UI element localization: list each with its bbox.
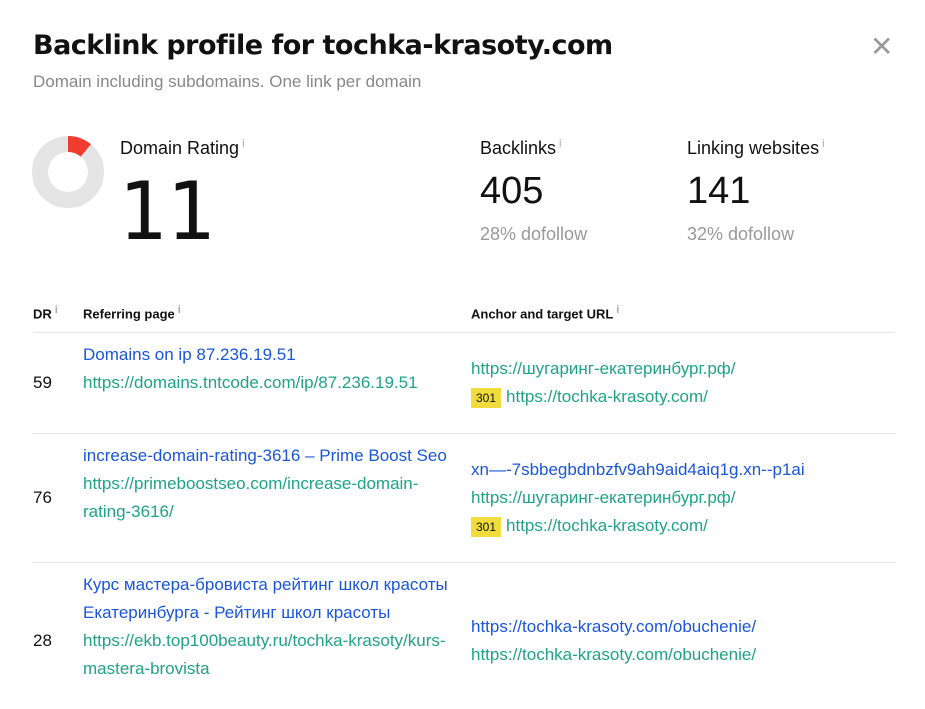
info-icon[interactable]: i: [822, 138, 825, 150]
dialog-title: Backlink profile for tochka-krasoty.com: [33, 30, 613, 61]
referring-page: increase-domain-rating-3616 – Prime Boos…: [83, 442, 463, 526]
referring-page: Курс мастера-бровиста рейтинг школ красо…: [83, 571, 453, 683]
header-anchor[interactable]: Anchor and target URL i: [471, 304, 620, 322]
redirect-badge: 301: [471, 387, 502, 408]
referring-url-link[interactable]: https://primeboostseo.com/increase-domai…: [83, 474, 419, 521]
anchor-url-link[interactable]: https://шугаринг-екатеринбург.рф/: [471, 359, 736, 378]
anchor-url-link[interactable]: https://tochka-krasoty.com/obuchenie/: [471, 645, 757, 664]
close-icon[interactable]: ✕: [870, 31, 894, 62]
domain-rating-label: Domain Rating i: [120, 138, 245, 158]
info-icon[interactable]: i: [559, 138, 562, 150]
backlinks-value: 405: [480, 170, 544, 212]
anchor-cell: xn—-7sbbegbdnbzfv9ah9aid4aiq1g.xn--p1ai …: [471, 456, 805, 540]
domain-rating-value: 11: [118, 165, 215, 258]
domain-rating-arc: [32, 136, 104, 208]
divider: [33, 433, 895, 434]
anchor-url-link[interactable]: https://шугаринг-екатеринбург.рф/: [471, 488, 736, 507]
linking-websites-value: 141: [687, 170, 751, 212]
referring-page: Domains on ip 87.236.19.51 https://domai…: [83, 341, 458, 397]
referring-title-link[interactable]: increase-domain-rating-3616 – Prime Boos…: [83, 446, 447, 465]
referring-title-link[interactable]: Domains on ip 87.236.19.51: [83, 345, 296, 364]
dr-value: 59: [33, 373, 52, 392]
target-url-link[interactable]: https://tochka-krasoty.com/: [506, 387, 708, 406]
anchor-text-link[interactable]: https://tochka-krasoty.com/obuchenie/: [471, 617, 757, 636]
header-referring-page[interactable]: Referring page i: [83, 304, 181, 322]
dr-value: 28: [33, 631, 52, 650]
anchor-text-link[interactable]: xn—-7sbbegbdnbzfv9ah9aid4aiq1g.xn--p1ai: [471, 460, 805, 479]
target-url-link[interactable]: https://tochka-krasoty.com/: [506, 516, 708, 535]
anchor-cell: https://tochka-krasoty.com/obuchenie/ ht…: [471, 613, 756, 669]
domain-rating-donut: [32, 136, 104, 208]
linking-websites-label: Linking websites i: [687, 138, 825, 158]
referring-url-link[interactable]: https://domains.tntcode.com/ip/87.236.19…: [83, 373, 418, 392]
redirect-badge: 301: [471, 516, 502, 537]
referring-title-link[interactable]: Курс мастера-бровиста рейтинг школ красо…: [83, 575, 448, 622]
dialog-subtitle: Domain including subdomains. One link pe…: [33, 72, 422, 91]
divider: [33, 332, 895, 333]
backlinks-label: Backlinks i: [480, 138, 562, 158]
anchor-cell: https://шугаринг-екатеринбург.рф/ 301 htt…: [471, 355, 736, 411]
divider: [33, 562, 895, 563]
backlinks-dofollow: 28% dofollow: [480, 224, 588, 244]
info-icon[interactable]: i: [242, 138, 245, 150]
dr-value: 76: [33, 488, 52, 507]
header-dr[interactable]: DR i: [33, 304, 58, 322]
referring-url-link[interactable]: https://ekb.top100beauty.ru/tochka-kraso…: [83, 631, 446, 678]
linking-websites-dofollow: 32% dofollow: [687, 224, 795, 244]
